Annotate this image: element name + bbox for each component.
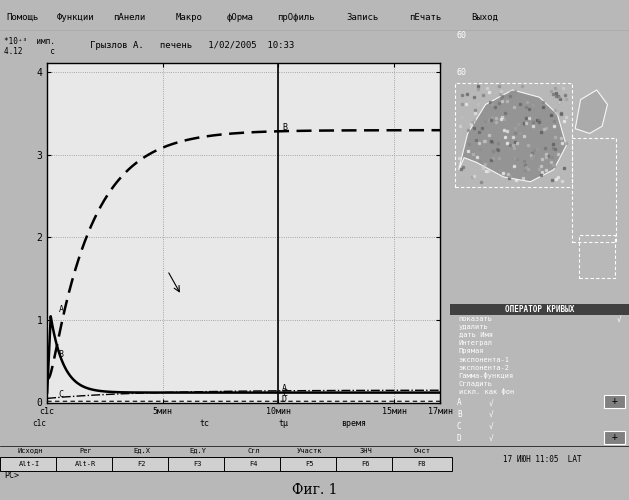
- FancyBboxPatch shape: [392, 457, 452, 470]
- Text: √: √: [489, 434, 494, 443]
- Text: Alt-R: Alt-R: [75, 461, 96, 467]
- FancyBboxPatch shape: [112, 457, 172, 470]
- Text: прОфиль: прОфиль: [277, 12, 314, 22]
- Text: Макро: Макро: [176, 12, 203, 22]
- Text: B: B: [282, 123, 287, 132]
- Text: время: время: [342, 420, 366, 428]
- Bar: [579, 235, 615, 279]
- Text: показать: показать: [459, 316, 493, 322]
- Text: Интеграл: Интеграл: [459, 340, 493, 346]
- Text: удалить: удалить: [459, 324, 489, 330]
- Text: B: B: [457, 410, 462, 419]
- Text: 60: 60: [457, 32, 467, 40]
- Text: 17 ИЮН 11:05  LAT: 17 ИЮН 11:05 LAT: [503, 455, 582, 464]
- Text: дать Имя: дать Имя: [459, 332, 493, 338]
- Text: Функции: Функции: [57, 12, 94, 22]
- Text: Участк: Участк: [297, 448, 323, 454]
- FancyBboxPatch shape: [336, 457, 396, 470]
- Text: Alt-I: Alt-I: [19, 461, 40, 467]
- Text: с1с: с1с: [32, 420, 47, 428]
- Text: PC>: PC>: [4, 472, 19, 480]
- Text: Ед.Х: Ед.Х: [133, 448, 150, 454]
- Text: C: C: [282, 389, 287, 398]
- FancyBboxPatch shape: [604, 394, 625, 407]
- Text: F8: F8: [418, 461, 426, 467]
- Text: Фиг. 1: Фиг. 1: [292, 484, 337, 498]
- Text: tс: tс: [199, 420, 209, 428]
- Polygon shape: [576, 90, 608, 134]
- Text: +: +: [612, 396, 618, 406]
- Text: Очст: Очст: [413, 448, 430, 454]
- Text: искл. как фон: искл. как фон: [459, 388, 514, 395]
- Bar: [450, 304, 629, 316]
- Text: Грызлов А.   печень   1/02/2005  10:33: Грызлов А. печень 1/02/2005 10:33: [90, 42, 294, 50]
- Text: +: +: [612, 432, 618, 442]
- Text: 60: 60: [457, 68, 467, 77]
- FancyBboxPatch shape: [168, 457, 228, 470]
- FancyBboxPatch shape: [56, 457, 116, 470]
- Text: F2: F2: [138, 461, 146, 467]
- Text: Помощь: Помощь: [6, 12, 38, 22]
- Text: B: B: [58, 350, 64, 359]
- Text: Гамма-функция: Гамма-функция: [459, 372, 514, 379]
- Text: Прямая: Прямая: [459, 348, 484, 354]
- Text: √: √: [489, 398, 494, 407]
- Text: Исходн: Исходн: [17, 448, 43, 454]
- Text: фОрма: фОрма: [226, 12, 253, 22]
- Text: √: √: [489, 410, 494, 419]
- Text: экспонента-2: экспонента-2: [459, 364, 509, 370]
- Text: D: D: [282, 394, 287, 404]
- Text: Выход: Выход: [472, 12, 499, 22]
- Polygon shape: [459, 90, 566, 182]
- Text: пЕчать: пЕчать: [409, 12, 441, 22]
- Text: экспонента-1: экспонента-1: [459, 356, 509, 362]
- FancyBboxPatch shape: [224, 457, 284, 470]
- Text: ЗНЧ: ЗНЧ: [359, 448, 372, 454]
- FancyBboxPatch shape: [280, 457, 340, 470]
- Text: F3: F3: [194, 461, 202, 467]
- Text: Сгл: Сгл: [247, 448, 260, 454]
- Text: Ед.Y: Ед.Y: [189, 448, 206, 454]
- Text: Запись: Запись: [346, 12, 378, 22]
- Text: Рег: Рег: [79, 448, 92, 454]
- Text: пАнели: пАнели: [113, 12, 145, 22]
- Text: F5: F5: [306, 461, 314, 467]
- Text: F6: F6: [362, 461, 370, 467]
- Bar: [572, 138, 616, 242]
- Text: C: C: [457, 422, 462, 431]
- Text: A: A: [282, 384, 287, 393]
- Text: Сгладить: Сгладить: [459, 380, 493, 386]
- Text: *10⁺³  имп.: *10⁺³ имп.: [4, 37, 55, 46]
- FancyBboxPatch shape: [0, 457, 60, 470]
- Text: A: A: [58, 304, 64, 314]
- Bar: [455, 82, 572, 186]
- Text: C: C: [58, 390, 64, 398]
- Text: F4: F4: [250, 461, 258, 467]
- FancyBboxPatch shape: [604, 431, 625, 444]
- Text: 4.12      с: 4.12 с: [4, 48, 55, 56]
- Text: tμ: tμ: [278, 420, 288, 428]
- Text: ОПЕРАТОР КРИВЫХ: ОПЕРАТОР КРИВЫХ: [504, 305, 574, 314]
- Text: √: √: [616, 315, 621, 324]
- Text: A: A: [457, 398, 462, 407]
- Text: √: √: [489, 422, 494, 431]
- Text: D: D: [457, 434, 462, 443]
